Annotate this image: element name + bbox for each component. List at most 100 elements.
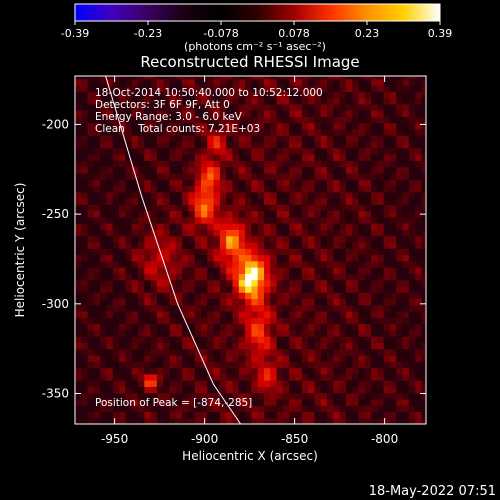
heatmap-cell bbox=[396, 267, 404, 274]
heatmap-cell bbox=[415, 405, 423, 413]
heatmap-cell bbox=[138, 76, 145, 80]
heatmap-cell bbox=[156, 216, 164, 224]
heatmap-cell bbox=[333, 336, 341, 343]
heatmap-cell bbox=[415, 154, 423, 161]
heatmap-cell bbox=[93, 342, 101, 350]
heatmap-cell bbox=[327, 116, 334, 124]
heatmap-cell bbox=[169, 405, 177, 413]
heatmap-cell bbox=[119, 260, 126, 268]
heatmap-cell bbox=[106, 160, 114, 168]
heatmap-cell bbox=[194, 84, 202, 92]
heatmap-cell bbox=[421, 361, 426, 369]
heatmap-cell bbox=[339, 229, 347, 237]
heatmap-cell bbox=[358, 229, 366, 237]
heatmap-cell bbox=[276, 179, 284, 187]
heatmap-cell bbox=[333, 323, 341, 331]
heatmap-cell bbox=[415, 279, 423, 287]
heatmap-cell bbox=[238, 298, 246, 306]
heatmap-cell bbox=[156, 179, 164, 187]
heatmap-cell bbox=[364, 91, 372, 99]
heatmap-cell bbox=[377, 354, 385, 362]
heatmap-cell bbox=[219, 329, 227, 337]
heatmap-cell bbox=[169, 166, 177, 174]
heatmap-cell bbox=[232, 304, 240, 312]
heatmap-cell bbox=[415, 254, 423, 262]
heatmap-cell bbox=[390, 141, 397, 149]
heatmap-cell bbox=[219, 179, 227, 187]
heatmap-cell bbox=[333, 267, 341, 274]
heatmap-cell bbox=[226, 411, 234, 419]
heatmap-cell bbox=[87, 260, 95, 268]
heatmap-cell bbox=[289, 154, 297, 161]
heatmap-cell bbox=[238, 417, 246, 424]
heatmap-cell bbox=[295, 147, 303, 155]
heatmap-cell bbox=[333, 78, 341, 86]
heatmap-cell bbox=[345, 348, 353, 356]
heatmap-cell bbox=[314, 185, 322, 193]
heatmap-cell bbox=[150, 216, 158, 224]
heatmap-cell bbox=[106, 354, 114, 362]
heatmap-cell bbox=[245, 210, 252, 218]
heatmap-cell bbox=[408, 317, 416, 325]
heatmap-cell bbox=[119, 248, 126, 256]
heatmap-cell bbox=[138, 78, 145, 86]
heatmap-cell bbox=[112, 216, 120, 224]
heatmap-cell bbox=[144, 392, 152, 400]
heatmap-cell bbox=[320, 135, 328, 143]
heatmap-cell bbox=[308, 122, 315, 130]
heatmap-cell bbox=[81, 380, 89, 387]
heatmap-cell bbox=[93, 172, 101, 180]
heatmap-cell bbox=[320, 191, 328, 199]
heatmap-cell bbox=[87, 166, 95, 174]
heatmap-cell bbox=[308, 160, 315, 168]
heatmap-cell bbox=[421, 191, 426, 199]
heatmap-cell bbox=[219, 386, 227, 394]
heatmap-cell bbox=[383, 166, 391, 174]
heatmap-cell bbox=[421, 141, 426, 149]
heatmap-cell bbox=[396, 380, 404, 387]
heatmap-cell bbox=[119, 411, 126, 419]
heatmap-cell bbox=[383, 135, 391, 143]
heatmap-cell bbox=[396, 135, 404, 143]
heatmap-cell bbox=[131, 141, 139, 149]
heatmap-cell bbox=[245, 386, 252, 394]
heatmap-cell bbox=[138, 210, 145, 218]
heatmap-cell bbox=[232, 317, 240, 325]
heatmap-cell bbox=[327, 361, 334, 369]
heatmap-cell bbox=[75, 160, 82, 168]
heatmap-cell bbox=[408, 223, 416, 230]
heatmap-cell bbox=[295, 392, 303, 400]
heatmap-cell bbox=[112, 166, 120, 174]
heatmap-cell bbox=[402, 373, 410, 381]
heatmap-cell bbox=[226, 154, 234, 161]
heatmap-cell bbox=[364, 329, 372, 337]
heatmap-cell bbox=[345, 380, 353, 387]
heatmap-cell bbox=[364, 267, 372, 274]
heatmap-cell bbox=[163, 166, 171, 174]
heatmap-cell bbox=[352, 204, 360, 212]
heatmap-cell bbox=[251, 398, 259, 406]
heatmap-cell bbox=[175, 166, 183, 174]
heatmap-cell bbox=[314, 260, 322, 268]
heatmap-cell bbox=[327, 76, 334, 80]
heatmap-cell bbox=[257, 354, 265, 362]
heatmap-cell bbox=[276, 342, 284, 350]
heatmap-cell bbox=[257, 310, 265, 318]
heatmap-cell bbox=[138, 292, 145, 300]
heatmap-cell bbox=[219, 398, 227, 406]
heatmap-cell bbox=[264, 317, 271, 325]
heatmap-cell bbox=[301, 386, 309, 394]
heatmap-cell bbox=[169, 91, 177, 99]
heatmap-cell bbox=[308, 154, 315, 161]
heatmap-cell bbox=[390, 147, 397, 155]
heatmap-cell bbox=[352, 298, 360, 306]
heatmap-cell bbox=[358, 354, 366, 362]
heatmap-cell bbox=[150, 285, 158, 293]
heatmap-cell bbox=[81, 78, 89, 86]
heatmap-cell bbox=[295, 84, 303, 92]
heatmap-cell bbox=[314, 223, 322, 230]
heatmap-cell bbox=[175, 216, 183, 224]
heatmap-cell bbox=[226, 323, 234, 331]
heatmap-cell bbox=[320, 380, 328, 387]
heatmap-cell bbox=[345, 210, 353, 218]
